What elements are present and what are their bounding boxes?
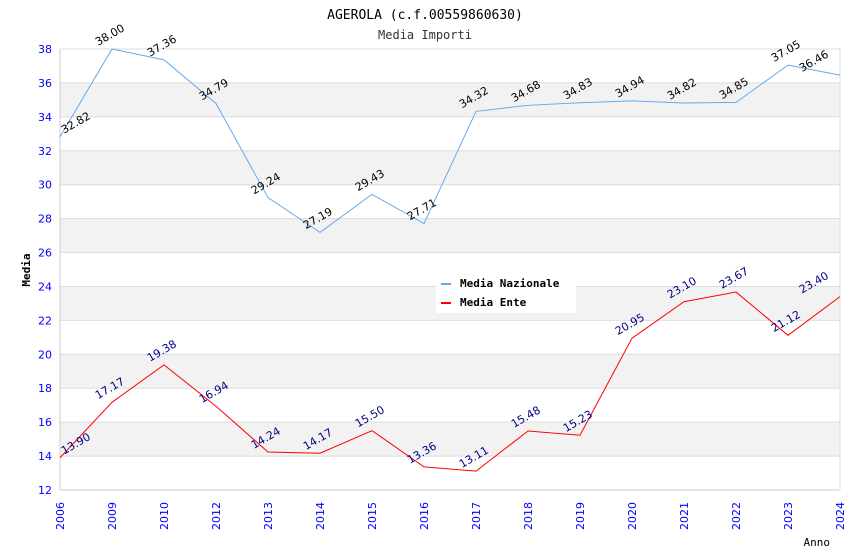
series-line-ente bbox=[59, 291, 841, 472]
x-axis-label: Anno bbox=[804, 536, 831, 549]
y-tick-label: 26 bbox=[38, 247, 52, 260]
y-tick-label: 28 bbox=[38, 213, 52, 226]
y-tick-label: 14 bbox=[38, 450, 52, 463]
data-label: 38.00 bbox=[93, 22, 127, 49]
legend-label-ente: Media Ente bbox=[460, 296, 527, 309]
x-tick-label: 2020 bbox=[626, 502, 639, 530]
data-label: 37.05 bbox=[769, 38, 803, 65]
x-tick-label: 2013 bbox=[262, 502, 275, 530]
y-tick-label: 20 bbox=[38, 348, 52, 361]
x-tick-label: 2021 bbox=[678, 502, 691, 530]
chart-title: AGEROLA (c.f.00559860630) bbox=[327, 8, 523, 23]
x-tick-label: 2023 bbox=[782, 502, 795, 530]
y-tick-label: 18 bbox=[38, 382, 52, 395]
x-tick-label: 2009 bbox=[106, 502, 119, 530]
x-tick-label: 2017 bbox=[470, 502, 483, 530]
y-tick-label: 36 bbox=[38, 77, 52, 90]
x-tick-label: 2022 bbox=[730, 502, 743, 530]
legend-swatch-nazionale bbox=[441, 283, 451, 285]
x-tick-label: 2018 bbox=[522, 502, 535, 530]
chart-subtitle: Media Importi bbox=[378, 28, 472, 42]
x-tick-label: 2015 bbox=[366, 502, 379, 530]
legend-swatch-ente bbox=[441, 302, 451, 304]
y-tick-label: 24 bbox=[38, 280, 52, 293]
y-tick-label: 16 bbox=[38, 416, 52, 429]
x-tick-label: 2024 bbox=[834, 502, 847, 530]
y-tick-label: 12 bbox=[38, 484, 52, 497]
data-label: 37.36 bbox=[145, 32, 179, 59]
y-tick-label: 30 bbox=[38, 179, 52, 192]
legend-label-nazionale: Media Nazionale bbox=[460, 277, 560, 290]
x-tick-label: 2010 bbox=[158, 502, 171, 530]
y-tick-label: 34 bbox=[38, 111, 52, 124]
y-axis-label: Media bbox=[20, 253, 33, 286]
y-tick-label: 38 bbox=[38, 43, 52, 56]
y-tick-label: 32 bbox=[38, 145, 52, 158]
x-tick-label: 2016 bbox=[418, 502, 431, 530]
legend: Media Nazionale Media Ente bbox=[436, 272, 576, 313]
x-tick-label: 2014 bbox=[314, 502, 327, 530]
data-label: 36.46 bbox=[797, 48, 831, 75]
grid-band bbox=[60, 354, 840, 389]
x-tick-label: 2006 bbox=[54, 502, 67, 530]
y-tick-label: 22 bbox=[38, 314, 52, 327]
grid-band bbox=[60, 218, 840, 253]
series-line-nazionale bbox=[59, 48, 841, 233]
x-tick-label: 2019 bbox=[574, 502, 587, 530]
grid-band bbox=[60, 82, 840, 117]
grid-band bbox=[60, 422, 840, 457]
x-tick-label: 2012 bbox=[210, 502, 223, 530]
